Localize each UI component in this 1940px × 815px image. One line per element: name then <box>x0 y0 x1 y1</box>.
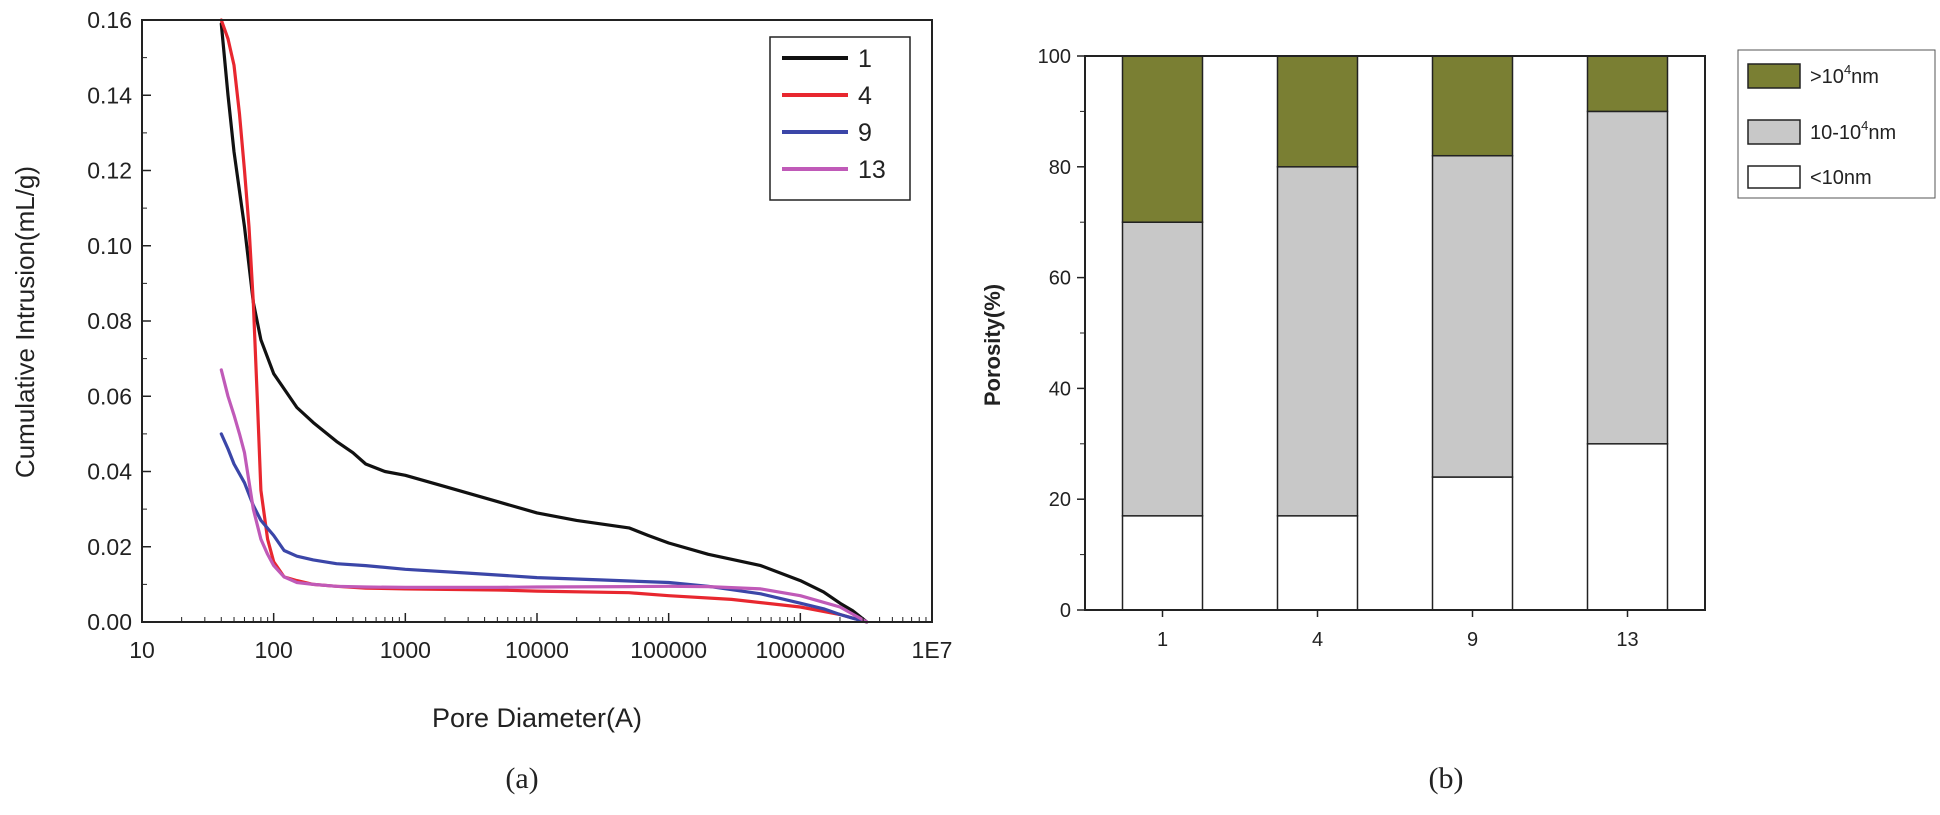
chart-b-bar-9-small <box>1431 476 1514 611</box>
chart-b-bar-4-mid <box>1276 166 1359 517</box>
chart-a-legend-box <box>769 36 911 201</box>
chart-b-legend-label-small: <10nm <box>1810 167 1872 189</box>
chart-a-y-tick-label: 0.16 <box>87 7 132 33</box>
chart-a-x-tick-label: 10 <box>129 637 155 663</box>
chart-b-y-tick-label: 60 <box>1049 268 1071 290</box>
chart-b-y-tick-label: 20 <box>1049 489 1071 511</box>
chart-a-legend-label-1: 1 <box>858 45 872 73</box>
chart-a-y-tick-label: 0.12 <box>87 158 132 184</box>
chart-b-bar-13-small <box>1586 443 1669 611</box>
chart-b-legend-label-mid: 10-104nm <box>1810 118 1896 144</box>
chart-b-y-tick-label: 100 <box>1038 46 1071 68</box>
chart-b-bar-1-mid <box>1121 221 1204 517</box>
chart-a-x-tick-label: 100000 <box>630 637 707 663</box>
chart-b-bar-13-large <box>1586 55 1669 113</box>
chart-a-series-line-9 <box>219 432 869 624</box>
chart-b-x-tick-label: 4 <box>1312 629 1323 651</box>
chart-a-y-ticks: 0.00 0.02 0.04 0.06 0.08 0.10 0.12 0.14 0.16 <box>87 7 151 635</box>
chart-b-x-tick-label: 13 <box>1616 629 1638 651</box>
chart-b-bar-4-small <box>1276 515 1359 611</box>
chart-a-legend-label-9: 9 <box>858 119 872 147</box>
chart-a-y-tick-label: 0.04 <box>87 459 132 485</box>
chart-a-x-tick-label: 1E7 <box>912 637 953 663</box>
chart-a-plot-lines <box>219 18 869 624</box>
chart-a-legend-label-13: 13 <box>858 156 886 184</box>
chart-b-legend-swatch-large <box>1747 63 1801 89</box>
chart-b-y-tick-label: 40 <box>1049 378 1071 400</box>
chart-b-legend: >104nm 10-104nm <10nm <box>1737 49 1936 199</box>
chart-a-y-tick-label: 0.10 <box>87 233 132 259</box>
chart-b-bar-4-large <box>1276 55 1359 168</box>
chart-b-porosity: 0 20 40 60 80 100 1 4 9 13 Porosity(%) >104nm 10-… <box>980 46 1936 795</box>
chart-a-cumulative-intrusion: 0.000.020.040.060.080.100.120.140.16 10 1… <box>10 7 952 795</box>
chart-a-x-tick-label: 1000 <box>380 637 431 663</box>
chart-a-series-line-13 <box>219 368 869 624</box>
chart-a-x-tick-label: 1000000 <box>756 637 846 663</box>
chart-b-legend-swatch-mid <box>1747 119 1801 145</box>
chart-b-y-tick-label: 0 <box>1060 600 1071 622</box>
chart-b-legend-swatch-small <box>1747 165 1801 189</box>
chart-a-legend: 1 4 9 13 <box>769 36 911 201</box>
chart-b-bar-9-large <box>1431 55 1514 157</box>
chart-a-series-line-1 <box>219 22 869 624</box>
chart-a-x-axis-label: Pore Diameter(A) <box>432 703 642 733</box>
chart-a-y-tick-label: 0.02 <box>87 534 132 560</box>
chart-a-y-axis-label: Cumulative Intrusion(mL/g) <box>10 166 40 478</box>
chart-a-legend-label-4: 4 <box>858 82 872 110</box>
chart-b-bar-9-mid <box>1431 154 1514 478</box>
chart-b-bar-1-large <box>1121 55 1204 223</box>
chart-a-x-ticks: 10 100 1000 10000 100000 1000000 1E7 <box>129 613 952 663</box>
chart-a-y-tick-label: 0.08 <box>87 308 132 334</box>
chart-a-y-tick-label: 0.14 <box>87 82 132 108</box>
chart-a-caption: (a) <box>505 762 538 795</box>
chart-b-caption: (b) <box>1429 762 1464 795</box>
chart-a-x-tick-label: 10000 <box>505 637 569 663</box>
chart-b-bar-1-small <box>1121 515 1204 611</box>
chart-b-bar-13-mid <box>1586 110 1669 445</box>
chart-b-stacked-bars <box>1121 55 1669 611</box>
chart-b-x-ticks: 1 4 9 13 <box>1157 610 1639 651</box>
chart-a-y-tick-label: 0.00 <box>87 609 132 635</box>
chart-b-legend-label-large: >104nm <box>1810 62 1879 88</box>
chart-b-y-ticks: 0 20 40 60 80 100 <box>1038 46 1085 622</box>
chart-a-series-line-4 <box>219 18 869 624</box>
chart-b-x-tick-label: 1 <box>1157 629 1168 651</box>
chart-a-y-tick-label: 0.06 <box>87 383 132 409</box>
chart-b-y-tick-label: 80 <box>1049 157 1071 179</box>
chart-b-y-axis-label: Porosity(%) <box>980 284 1005 406</box>
chart-a-x-tick-label: 100 <box>254 637 292 663</box>
chart-b-x-tick-label: 9 <box>1467 629 1478 651</box>
